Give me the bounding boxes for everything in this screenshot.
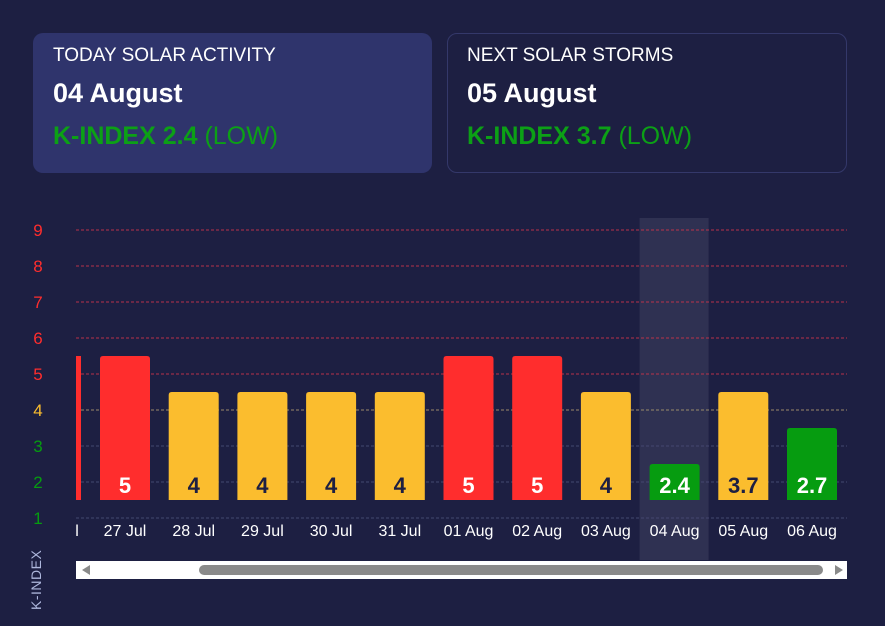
bar-value-label: 4	[325, 473, 338, 498]
y-axis-label: K-INDEX	[28, 549, 44, 610]
bar-01-aug	[443, 356, 494, 500]
bar-27-jul	[100, 356, 150, 500]
x-tick-label: 04 Aug	[650, 523, 700, 540]
y-tick-label: 1	[33, 509, 42, 528]
scroll-left-arrow-icon[interactable]	[82, 565, 90, 575]
bar-value-label: 4	[600, 473, 613, 498]
bar-02-aug	[512, 356, 563, 500]
y-tick-label: 8	[33, 257, 42, 276]
bar-03-aug	[580, 392, 631, 500]
bar-value-label: 3.7	[728, 473, 759, 498]
y-tick-label: 4	[33, 401, 42, 420]
scroll-right-arrow-icon[interactable]	[835, 565, 843, 575]
next-kindex-level: (LOW)	[618, 122, 693, 150]
bar-value-label: 2.7	[797, 473, 828, 498]
today-kindex: K-INDEX 2.4 (LOW)	[53, 122, 432, 151]
bar-value-label: 5	[119, 473, 131, 498]
x-tick-label: 27 Jul	[104, 523, 147, 540]
x-tick-label: 31 Jul	[378, 523, 421, 540]
x-tick-label: 28 Jul	[172, 523, 215, 540]
x-tick-label: 01 Aug	[444, 523, 494, 540]
bar-value-label: 5	[462, 473, 474, 498]
x-tick-label: 03 Aug	[581, 523, 631, 540]
scrollbar-thumb[interactable]	[199, 565, 823, 575]
next-date: 05 August	[467, 78, 597, 108]
next-storms-card: NEXT SOLAR STORMS 05 August K-INDEX 3.7 …	[447, 33, 847, 173]
next-kindex-value: K-INDEX 3.7	[467, 122, 612, 150]
bar-04-aug	[649, 464, 700, 500]
y-tick-label: 6	[33, 329, 42, 348]
today-title: TODAY SOLAR ACTIVITY	[53, 45, 276, 66]
bar-partial	[76, 356, 81, 500]
bar-value-label: 2.4	[659, 473, 690, 498]
bar-05-aug	[718, 392, 769, 500]
bar-value-label: 4	[394, 473, 407, 498]
bar-06-aug	[787, 428, 837, 500]
y-tick-label: 9	[33, 221, 42, 240]
today-kindex-value: K-INDEX 2.4	[53, 122, 198, 150]
today-activity-card: TODAY SOLAR ACTIVITY 04 August K-INDEX 2…	[33, 33, 432, 173]
today-date: 04 August	[53, 78, 183, 108]
y-tick-label: 3	[33, 437, 42, 456]
x-tick-label: 06 Aug	[787, 523, 837, 540]
x-tick-label: 02 Aug	[512, 523, 562, 540]
highlight-column	[639, 218, 709, 560]
today-kindex-level: (LOW)	[204, 122, 279, 150]
bar-30-jul	[306, 392, 357, 500]
x-tick-label: 05 Aug	[718, 523, 768, 540]
x-tick-label-partial: l	[75, 523, 79, 540]
bar-28-jul	[168, 392, 219, 500]
bar-value-label: 4	[188, 473, 201, 498]
y-tick-label: 5	[33, 365, 42, 384]
bar-29-jul	[237, 392, 288, 500]
chart-scrollbar[interactable]	[76, 561, 847, 579]
y-tick-label: 7	[33, 293, 42, 312]
x-tick-label: 30 Jul	[310, 523, 353, 540]
next-kindex: K-INDEX 3.7 (LOW)	[467, 122, 846, 151]
y-tick-label: 2	[33, 473, 42, 492]
bar-value-label: 5	[531, 473, 543, 498]
next-title: NEXT SOLAR STORMS	[467, 45, 674, 66]
bar-value-label: 4	[256, 473, 269, 498]
bar-31-jul	[374, 392, 425, 500]
x-tick-label: 29 Jul	[241, 523, 284, 540]
